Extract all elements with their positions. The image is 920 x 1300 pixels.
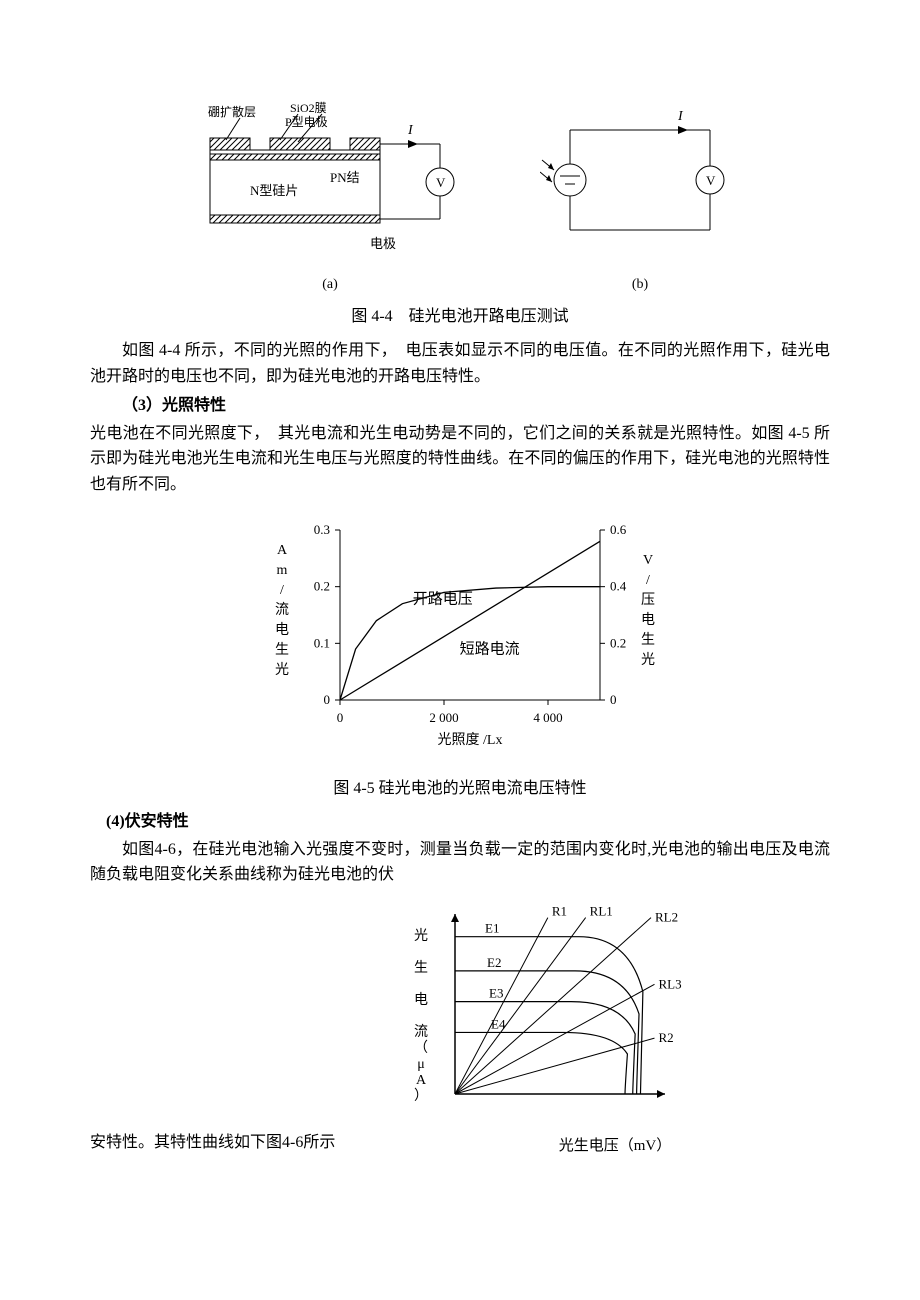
svg-text:（: （ (414, 1040, 428, 1056)
svg-text:R1: R1 (552, 904, 567, 919)
svg-text:0: 0 (610, 692, 617, 707)
svg-text:0.2: 0.2 (610, 635, 626, 650)
svg-text:电: 电 (414, 992, 428, 1008)
svg-text:光: 光 (641, 652, 655, 668)
label-sio2: SiO2膜 (290, 101, 327, 115)
fig45-svg: 0 0.1 0.2 0.3 0 0.2 0.4 0.6 0 2 000 4 000 光照度 /Lx Am… (240, 510, 680, 770)
label-n-silicon: N型硅片 (250, 183, 298, 198)
svg-text:0: 0 (324, 692, 331, 707)
svg-text:E4: E4 (491, 1016, 506, 1031)
svg-text:E1: E1 (485, 921, 499, 936)
paragraph-2: 光电池在不同光照度下， 其光电流和光生电动势是不同的，它们之间的关系就是光照特性… (90, 421, 830, 498)
svg-text:开路电压: 开路电压 (413, 590, 473, 607)
figure-4-6-row: 安特性。其特性曲线如下图4-6所示 E1 E2 E3 E4 R1 RL1 RL2 RL3 R2 光… (90, 894, 830, 1158)
svg-text:）: ） (414, 1088, 428, 1104)
label-p-electrode: P型电极 (285, 115, 328, 129)
fig44-b-sub: (b) (540, 274, 740, 296)
svg-text:2 000: 2 000 (429, 710, 458, 725)
heading-3: （3）光照特性 (122, 393, 830, 419)
svg-text:光照度 /Lx: 光照度 /Lx (438, 732, 503, 748)
svg-text:电: 电 (641, 612, 655, 628)
fig44-a: 硼扩散层 SiO2膜 P型电极 N型硅片 PN结 电极 I V (a) (180, 100, 480, 296)
paragraph-3: 如图4-6，在硅光电池输入光强度不变时，测量当负载一定的范围内变化时,光电池的输… (90, 837, 830, 888)
label-meter-a: V (436, 175, 446, 190)
svg-text:/: / (646, 573, 650, 588)
label-current-b: I (677, 109, 684, 124)
svg-text:A: A (277, 543, 288, 558)
svg-text:A: A (416, 1073, 427, 1088)
svg-text:0.1: 0.1 (314, 635, 330, 650)
fig45-caption: 图 4-5 硅光电池的光照电流电压特性 (90, 776, 830, 802)
svg-text:E3: E3 (489, 986, 503, 1001)
svg-text:生: 生 (414, 960, 428, 976)
fig44-caption: 图 4-4 硅光电池开路电压测试 (90, 304, 830, 330)
svg-text:μ: μ (417, 1057, 425, 1072)
figure-4-4: 硼扩散层 SiO2膜 P型电极 N型硅片 PN结 电极 I V (a) (90, 100, 830, 296)
svg-text:生: 生 (641, 632, 655, 648)
paragraph-4: 安特性。其特性曲线如下图4-6所示 (90, 1130, 370, 1156)
svg-text:生: 生 (275, 642, 289, 658)
svg-text:V: V (643, 553, 653, 568)
paragraph-1: 如图 4-4 所示，不同的光照的作用下， 电压表如显示不同的电压值。在不同的光照… (90, 338, 830, 389)
svg-text:m: m (277, 563, 288, 578)
svg-text:0.2: 0.2 (314, 578, 330, 593)
svg-text:E2: E2 (487, 955, 501, 970)
svg-text:压: 压 (641, 593, 655, 608)
fig44-b: I V (b) (540, 100, 740, 296)
svg-text:流: 流 (414, 1024, 428, 1040)
svg-text:短路电流: 短路电流 (460, 640, 520, 657)
svg-text:/: / (280, 583, 284, 598)
label-current-a: I (407, 123, 414, 138)
fig44-b-svg: I V (540, 100, 740, 270)
svg-text:0: 0 (337, 710, 344, 725)
label-pn: PN结 (330, 170, 360, 185)
label-boron: 硼扩散层 (208, 104, 256, 119)
label-meter-b: V (706, 173, 716, 188)
svg-text:流: 流 (275, 602, 289, 618)
svg-text:4 000: 4 000 (533, 710, 562, 725)
svg-text:0.4: 0.4 (610, 578, 627, 593)
fig46-svg: E1 E2 E3 E4 R1 RL1 RL2 RL3 R2 光 生 电 流（μA） (400, 894, 710, 1124)
svg-text:RL2: RL2 (655, 910, 678, 925)
svg-text:电: 电 (275, 622, 289, 638)
svg-text:光: 光 (275, 662, 289, 678)
svg-text:0.6: 0.6 (610, 522, 627, 537)
svg-text:光: 光 (414, 928, 428, 944)
svg-text:0.3: 0.3 (314, 522, 330, 537)
svg-text:R2: R2 (659, 1030, 674, 1045)
label-electrode: 电极 (370, 236, 396, 251)
svg-text:RL3: RL3 (659, 976, 682, 991)
fig44-a-sub: (a) (180, 274, 480, 296)
heading-4: (4)伏安特性 (106, 809, 830, 835)
figure-4-5: 0 0.1 0.2 0.3 0 0.2 0.4 0.6 0 2 000 4 000 光照度 /Lx Am… (90, 510, 830, 770)
svg-text:RL1: RL1 (590, 904, 613, 919)
fig44-a-svg: 硼扩散层 SiO2膜 P型电极 N型硅片 PN结 电极 I V (180, 100, 480, 270)
fig46-xlabel: 光生电压（mV） (400, 1134, 830, 1158)
